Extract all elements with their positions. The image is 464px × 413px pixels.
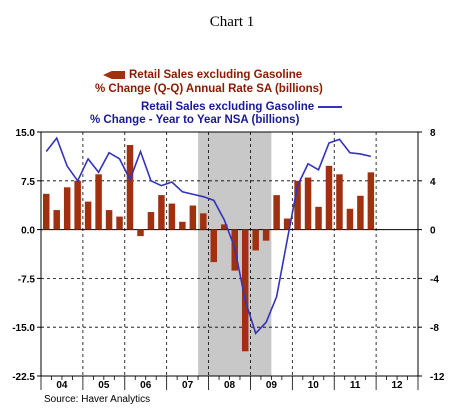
bar (189, 205, 197, 230)
bar (221, 224, 228, 230)
left-axis-tick-label: -15.0 (12, 323, 35, 334)
x-axis-tick-label: 12 (391, 380, 403, 391)
legend-line-label-2: % Change - Year to Year NSA (billions) (90, 114, 300, 126)
x-axis-tick-label: 04 (56, 380, 68, 391)
bar (357, 195, 364, 230)
legend-bar-label-1: Retail Sales excluding Gasoline (103, 69, 302, 81)
bar (304, 177, 312, 230)
bar (42, 193, 50, 230)
x-axis-tick-label: 06 (140, 380, 152, 391)
bar (168, 203, 176, 230)
x-axis-tick-label: 05 (98, 380, 110, 391)
x-axis-tick-label: 09 (266, 380, 278, 391)
bar (105, 210, 113, 230)
right-axis-tick-label: 0 (430, 226, 436, 237)
bar (63, 187, 71, 230)
legend-bar-label-2: % Change (Q-Q) Annual Rate SA (billions) (95, 83, 323, 95)
right-axis-tick-label: -12 (430, 372, 445, 383)
x-axis-tick-label: 08 (224, 380, 236, 391)
right-axis-tick-label: 4 (430, 177, 436, 188)
left-axis-tick-label: 7.5 (21, 177, 35, 188)
left-axis-tick-label: 0.0 (21, 226, 35, 237)
chart-title: Chart 1 (209, 14, 255, 30)
bar-legend-swatch (103, 70, 125, 79)
legend-line-label-1: Retail Sales excluding Gasoline (141, 101, 343, 113)
right-axis-tick-label: -8 (430, 323, 439, 334)
bar (294, 180, 301, 230)
bar (283, 218, 291, 230)
left-axis-tick-label: 15.0 (16, 128, 36, 139)
bar (53, 210, 60, 230)
bar (126, 145, 134, 230)
bar (336, 174, 343, 230)
bar (252, 229, 259, 251)
bar (273, 195, 280, 230)
bar (262, 229, 270, 241)
series-line (45, 136, 372, 335)
bar (179, 221, 186, 230)
bar (367, 172, 375, 230)
bar (241, 229, 249, 352)
left-axis-tick-label: -7.5 (18, 274, 36, 285)
x-axis-tick-label: 07 (182, 380, 194, 391)
bar (200, 213, 207, 230)
bar (116, 216, 123, 230)
line-legend-arrow-icon (318, 105, 343, 108)
bar (74, 180, 81, 230)
bar (158, 195, 165, 230)
x-axis-tick-label: 11 (350, 380, 361, 391)
right-axis-tick-label: 8 (430, 128, 436, 139)
bar (137, 229, 144, 237)
right-axis-tick-label: -4 (430, 274, 439, 285)
bar (147, 212, 155, 230)
bar (325, 165, 333, 230)
bar (315, 206, 322, 230)
x-axis-tick-label: 10 (308, 380, 320, 391)
bar (210, 229, 218, 263)
left-axis-tick-label: -22.5 (12, 372, 35, 383)
bar (346, 208, 354, 230)
bar (84, 201, 92, 230)
bar (95, 174, 102, 230)
source-note: Source: Haver Analytics (44, 394, 151, 405)
